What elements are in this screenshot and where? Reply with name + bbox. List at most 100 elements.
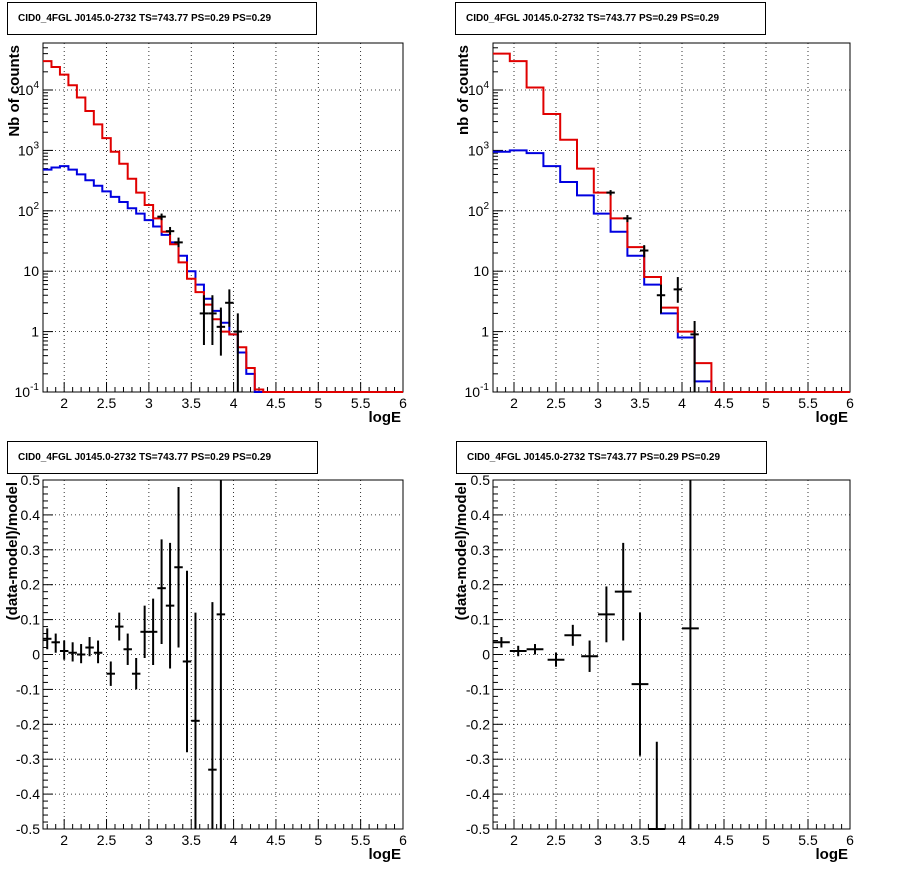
- y-tick-label: -0.4: [466, 786, 490, 802]
- data-point: [682, 480, 699, 829]
- x-tick-label: 3.5: [630, 395, 650, 411]
- data-point: [509, 645, 527, 657]
- data-point: [199, 295, 209, 345]
- model-total-line: [493, 52, 850, 393]
- data-point: [208, 602, 217, 829]
- data-point: [51, 633, 60, 653]
- x-tick-label: 3: [594, 832, 602, 848]
- x-tick-label: 3: [145, 832, 153, 848]
- chart-title-counts-right: CID0_4FGL J0145.0-2732 TS=743.77 PS=0.29…: [455, 2, 766, 35]
- x-tick-label: 3.5: [630, 832, 650, 848]
- model-component-line: [493, 149, 850, 393]
- data-point: [581, 640, 598, 672]
- x-tick-label: 5.5: [351, 832, 371, 848]
- y-axis-label: Nb of counts: [6, 45, 23, 137]
- y-axis-label: nb of counts: [455, 45, 472, 135]
- data-point: [165, 542, 175, 669]
- x-tick-label: 3.5: [182, 395, 202, 411]
- x-tick-label: 6: [846, 395, 854, 411]
- x-tick-label: 5: [314, 395, 322, 411]
- y-tick-label: -0.2: [466, 716, 490, 732]
- data-point: [547, 652, 565, 667]
- x-tick-label: 3: [594, 395, 602, 411]
- data-point: [656, 284, 666, 314]
- data-point: [216, 307, 226, 356]
- data-point: [93, 640, 103, 664]
- y-tick-label: 0.3: [471, 542, 491, 558]
- x-tick-label: 2.5: [546, 395, 566, 411]
- y-tick-label: 0.1: [471, 612, 491, 628]
- y-tick-label: -0.3: [466, 751, 490, 767]
- data-point: [76, 644, 86, 664]
- counts-panel-left: CID0_4FGL J0145.0-2732 TS=743.77 PS=0.29…: [0, 0, 449, 437]
- x-tick-label: 5: [314, 832, 322, 848]
- y-tick-label: 0.1: [21, 612, 41, 628]
- chart-title-residual-left: CID0_4FGL J0145.0-2732 TS=743.77 PS=0.29…: [7, 441, 318, 474]
- data-point: [648, 741, 666, 830]
- x-tick-label: 2: [60, 832, 68, 848]
- x-tick-label: 2: [510, 395, 518, 411]
- data-point: [85, 637, 94, 657]
- y-tick-label: 0.3: [21, 542, 41, 558]
- x-tick-label: 4: [678, 395, 686, 411]
- y-tick-label: 0.2: [21, 577, 41, 593]
- data-point: [208, 295, 217, 345]
- y-axis-label: (data-model)/model: [4, 482, 21, 620]
- y-tick-label: 0.5: [471, 472, 491, 488]
- data-point: [59, 640, 69, 660]
- y-tick-label: 0: [482, 647, 490, 663]
- residual-panel-left: CID0_4FGL J0145.0-2732 TS=743.77 PS=0.29…: [0, 437, 449, 875]
- y-tick-label: 0.4: [21, 507, 41, 523]
- data-point: [165, 226, 175, 235]
- y-tick-label: 103: [468, 140, 490, 158]
- x-tick-label: 4: [230, 395, 238, 411]
- x-axis-label: logE: [369, 846, 402, 863]
- data-point: [182, 570, 192, 753]
- x-tick-label: 4: [678, 832, 686, 848]
- y-tick-label: -0.3: [16, 751, 40, 767]
- x-tick-label: 5: [762, 395, 770, 411]
- chart-title-residual-right: CID0_4FGL J0145.0-2732 TS=743.77 PS=0.29…: [456, 441, 767, 474]
- x-tick-label: 5: [762, 832, 770, 848]
- data-point: [640, 245, 649, 258]
- x-tick-label: 2.5: [546, 832, 566, 848]
- y-tick-label: 0.2: [471, 577, 491, 593]
- chart-title-counts-left: CID0_4FGL J0145.0-2732 TS=743.77 PS=0.29…: [7, 2, 317, 35]
- y-tick-label: 10-1: [15, 382, 40, 400]
- x-tick-label: 4.5: [266, 832, 286, 848]
- x-tick-label: 5.5: [798, 395, 818, 411]
- data-point: [216, 480, 226, 829]
- model-total-line: [43, 60, 403, 393]
- data-point: [564, 624, 582, 646]
- data-point: [493, 637, 510, 648]
- x-tick-label: 2: [510, 832, 518, 848]
- data-point: [131, 657, 141, 690]
- y-tick-label: 0.4: [471, 507, 491, 523]
- data-point: [690, 320, 699, 392]
- data-point: [631, 612, 649, 756]
- x-tick-label: 3: [145, 395, 153, 411]
- data-point: [606, 190, 615, 196]
- y-tick-label: 0: [32, 647, 40, 663]
- y-tick-label: 102: [18, 201, 40, 219]
- y-tick-label: 10-1: [465, 382, 490, 400]
- y-tick-label: 102: [468, 201, 490, 219]
- y-tick-label: -0.5: [466, 821, 490, 837]
- y-tick-label: 104: [18, 80, 40, 98]
- y-tick-label: -0.5: [16, 821, 40, 837]
- x-tick-label: 4: [230, 832, 238, 848]
- data-point: [191, 612, 200, 829]
- y-tick-label: 0.5: [21, 472, 41, 488]
- data-point: [123, 633, 132, 665]
- data-point: [140, 605, 149, 658]
- x-axis-label: logE: [816, 409, 849, 426]
- data-point: [148, 598, 158, 665]
- counts-panel-right: CID0_4FGL J0145.0-2732 TS=743.77 PS=0.29…: [449, 0, 898, 437]
- data-point: [623, 215, 632, 223]
- data-point: [225, 289, 234, 327]
- data-point: [174, 486, 183, 648]
- data-point: [43, 628, 52, 650]
